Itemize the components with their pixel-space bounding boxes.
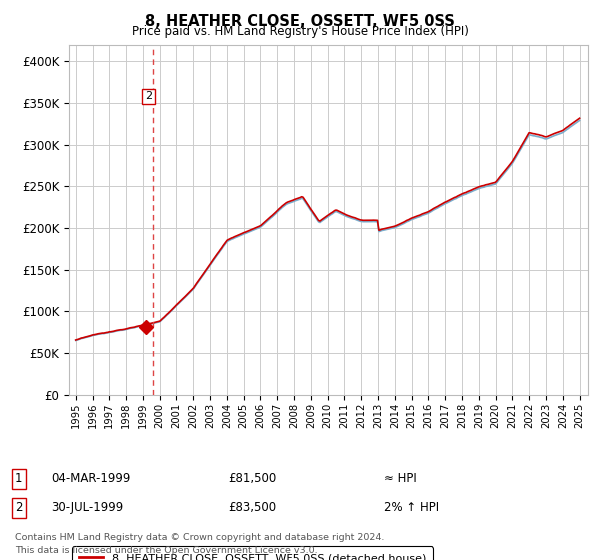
- Text: 2: 2: [15, 501, 23, 515]
- Text: ≈ HPI: ≈ HPI: [384, 472, 417, 486]
- Text: Contains HM Land Registry data © Crown copyright and database right 2024.: Contains HM Land Registry data © Crown c…: [15, 533, 385, 542]
- Text: 1: 1: [15, 472, 23, 486]
- Text: 2% ↑ HPI: 2% ↑ HPI: [384, 501, 439, 515]
- Text: £81,500: £81,500: [228, 472, 276, 486]
- Legend: 8, HEATHER CLOSE, OSSETT, WF5 0SS (detached house), HPI: Average price, detached: 8, HEATHER CLOSE, OSSETT, WF5 0SS (detac…: [72, 547, 433, 560]
- Text: 8, HEATHER CLOSE, OSSETT, WF5 0SS: 8, HEATHER CLOSE, OSSETT, WF5 0SS: [145, 14, 455, 29]
- Text: This data is licensed under the Open Government Licence v3.0.: This data is licensed under the Open Gov…: [15, 546, 317, 555]
- Text: 30-JUL-1999: 30-JUL-1999: [51, 501, 123, 515]
- Text: £83,500: £83,500: [228, 501, 276, 515]
- Text: 2: 2: [145, 91, 152, 101]
- Text: 04-MAR-1999: 04-MAR-1999: [51, 472, 130, 486]
- Text: Price paid vs. HM Land Registry's House Price Index (HPI): Price paid vs. HM Land Registry's House …: [131, 25, 469, 38]
